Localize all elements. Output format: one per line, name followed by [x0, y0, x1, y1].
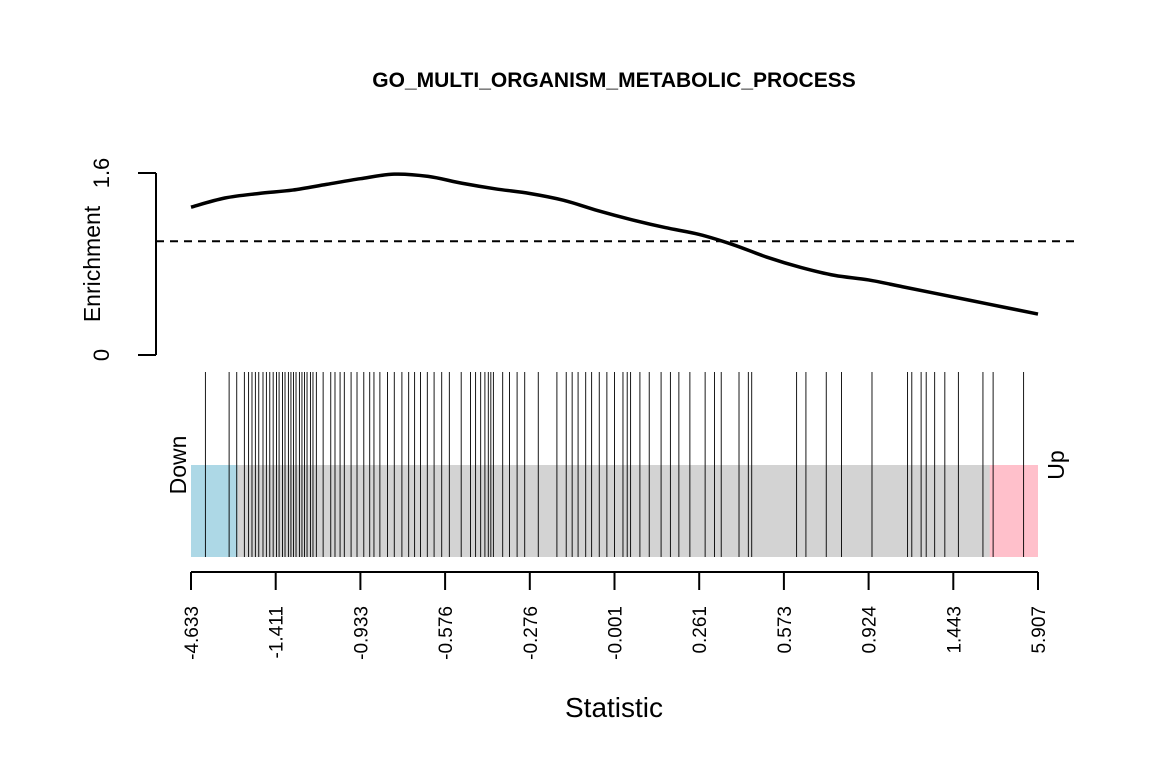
y-tick-label-max: 1.6	[89, 158, 114, 189]
x-tick-label: 5.907	[1029, 606, 1050, 654]
enrichment-curve	[190, 172, 1039, 316]
x-tick-label: -0.576	[436, 606, 457, 660]
y-tick-label-min: 0	[89, 349, 114, 361]
down-label: Down	[165, 436, 191, 495]
x-tick-label: -0.001	[606, 606, 627, 660]
x-tick-label: -0.276	[521, 606, 542, 660]
barcode-lines	[204, 372, 1025, 557]
enrichment-panel: 1.6 0 Enrichment	[79, 158, 1074, 361]
x-tick-label: 1.443	[944, 606, 965, 654]
x-ticks: -4.633 -1.411 -0.933 -0.576 -0.276 -0.001 0.26…	[182, 572, 1050, 660]
x-tick-label: 0.924	[860, 606, 881, 654]
up-label: Up	[1043, 450, 1069, 479]
y-axis-label: Enrichment	[79, 205, 105, 322]
barcode-up-region	[989, 465, 1038, 557]
x-tick-label: 0.573	[775, 606, 796, 654]
x-tick-label: 0.261	[690, 606, 711, 654]
x-axis-label: Statistic	[565, 692, 663, 723]
x-axis: -4.633 -1.411 -0.933 -0.576 -0.276 -0.001 0.26…	[182, 571, 1050, 723]
x-tick-label: -4.633	[182, 606, 203, 660]
barcode-panel: Down Up	[165, 372, 1069, 557]
chart-title: GO_MULTI_ORGANISM_METABOLIC_PROCESS	[372, 69, 855, 92]
x-tick-label: -1.411	[267, 606, 288, 658]
x-tick-label: -0.933	[351, 606, 372, 660]
barcode-down-region	[191, 465, 238, 557]
